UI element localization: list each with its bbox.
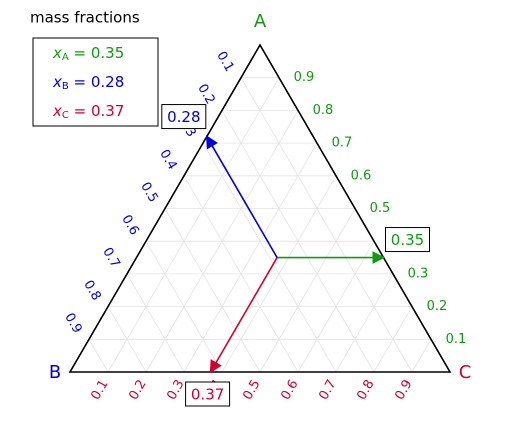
tick-label: 0.9	[392, 377, 415, 402]
legend-entry: xA = 0.35	[52, 44, 124, 64]
tick-label: 0.3	[164, 377, 187, 402]
value-box	[161, 104, 207, 130]
tick-label: 0.1	[446, 332, 467, 347]
grid-line	[88, 339, 109, 373]
grid-line	[183, 142, 318, 373]
vertex-label: A	[254, 11, 267, 32]
vertex-label: B	[49, 362, 61, 383]
grid-line	[126, 273, 185, 373]
legend-value: 0.37	[91, 102, 124, 120]
grid-line	[164, 208, 261, 373]
value-label: 0.35	[391, 231, 424, 249]
tick-label: 0.9	[61, 311, 84, 336]
tick-label: 0.6	[351, 168, 372, 183]
legend-entry: xB = 0.28	[52, 73, 124, 93]
chart-title: mass fractions	[30, 9, 140, 27]
triangle	[68, 43, 452, 373]
tick-label: 0.7	[316, 377, 339, 402]
legend-symbol: x	[52, 73, 62, 91]
legend-value: 0.28	[91, 73, 124, 91]
tick-label: 0.5	[137, 180, 160, 205]
grid-line	[297, 240, 375, 373]
tick-label: 0.6	[278, 377, 301, 402]
tick-label: 0.2	[126, 377, 149, 402]
tick-label: 0.1	[88, 377, 111, 402]
legend-subscript: C	[62, 110, 69, 121]
legend-value: 0.35	[91, 44, 124, 62]
tick-label: 0.7	[99, 245, 122, 270]
tick-label: 0.5	[240, 377, 263, 402]
grid-line	[240, 77, 413, 373]
grid-line	[107, 77, 280, 373]
value-box	[385, 227, 430, 253]
tick-label: 0.2	[427, 299, 448, 314]
value-label: 0.28	[167, 108, 200, 126]
grid-line	[411, 339, 432, 373]
tick-label: 0.8	[313, 103, 334, 118]
tick-label: 0.4	[156, 147, 179, 172]
grid-line	[335, 273, 394, 373]
tick-label: 0.8	[80, 278, 103, 303]
value-box	[185, 381, 231, 407]
tick-label: 0.3	[408, 266, 429, 281]
grid-line	[145, 110, 299, 373]
arrow	[209, 257, 278, 374]
value-label: 0.37	[191, 386, 224, 404]
legend-separator: =	[69, 73, 91, 91]
vertex-label: C	[459, 362, 472, 383]
tick-label: 0.7	[332, 136, 353, 151]
grid-line	[221, 175, 337, 373]
tick-label: 0.8	[354, 377, 377, 402]
legend-subscript: A	[62, 52, 69, 63]
grid-line	[373, 306, 413, 373]
legend-subscript: B	[62, 81, 69, 92]
grid-line	[202, 142, 337, 373]
legend-entry: xC = 0.37	[52, 102, 124, 122]
legend-box	[32, 37, 159, 127]
tick-label: 0.5	[370, 201, 391, 216]
arrow	[205, 135, 278, 258]
legend-separator: =	[69, 102, 91, 120]
tick-label: 0.6	[118, 212, 141, 237]
legend-separator: =	[69, 44, 91, 62]
legend-symbol: x	[52, 102, 62, 120]
tick-label: 0.2	[194, 82, 217, 107]
legend-symbol: x	[52, 44, 62, 62]
tick-label: 0.9	[294, 70, 315, 85]
tick-label: 0.1	[213, 49, 236, 74]
grid-line	[259, 208, 356, 373]
